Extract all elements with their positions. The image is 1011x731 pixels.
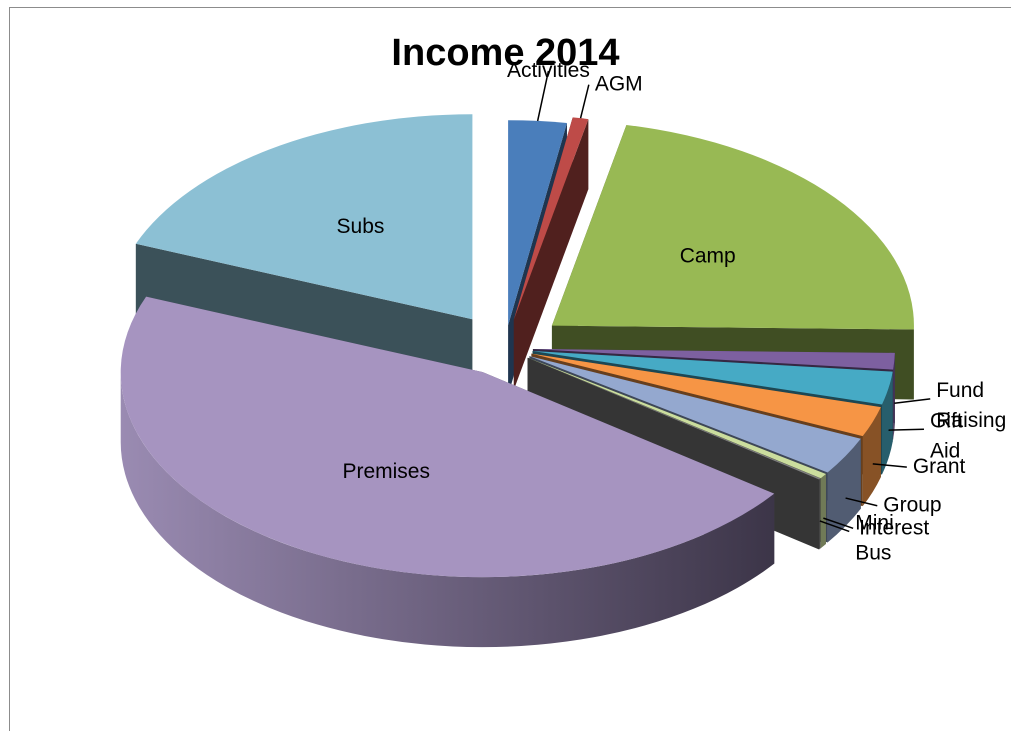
slice-side xyxy=(862,407,881,507)
slice-side xyxy=(820,473,826,549)
data-label-subs: Subs xyxy=(337,215,385,238)
data-label-mini-bus: Mini Bus xyxy=(855,511,894,564)
slice-top xyxy=(135,114,473,320)
slice-top xyxy=(527,357,826,479)
data-label-camp: Camp xyxy=(680,244,736,267)
leader-line-grant xyxy=(872,463,907,468)
chart-title: Income 2014 xyxy=(391,32,620,74)
pie-slice-agm xyxy=(513,117,589,390)
leader-line-gift-aid xyxy=(888,428,925,431)
data-label-fund-raising: Fund Raising xyxy=(936,379,1006,432)
slice-top xyxy=(532,351,893,405)
data-label-interest: Interest xyxy=(859,516,929,539)
slice-side xyxy=(893,352,895,440)
slice-cut-face xyxy=(513,119,589,390)
slice-top xyxy=(513,117,589,320)
leader-line-mini-bus xyxy=(819,520,850,533)
data-label-agm: AGM xyxy=(595,73,643,96)
leader-line-interest xyxy=(823,517,854,529)
leader-line-activities xyxy=(536,70,550,122)
slice-top xyxy=(508,120,567,326)
slice-top xyxy=(120,296,775,578)
leader-line-agm xyxy=(579,84,590,119)
slice-top xyxy=(527,357,821,480)
slice-top xyxy=(529,356,861,473)
leader-line-group xyxy=(845,497,878,507)
slice-side xyxy=(120,372,775,648)
data-label-premises: Premises xyxy=(342,460,430,483)
slice-top xyxy=(551,124,914,330)
slice-side xyxy=(827,438,861,543)
slice-side xyxy=(819,478,821,550)
data-label-group: Group xyxy=(883,494,941,517)
pie-slice-premises xyxy=(120,296,775,648)
slice-top xyxy=(531,353,881,437)
leader-line-fund-raising xyxy=(894,398,931,404)
slice-top xyxy=(532,349,895,370)
slice-side xyxy=(882,371,893,475)
data-label-grant: Grant xyxy=(913,455,966,478)
data-label-gift-aid: Gift Aid xyxy=(930,409,963,462)
data-label-activities: Activities xyxy=(507,59,590,82)
